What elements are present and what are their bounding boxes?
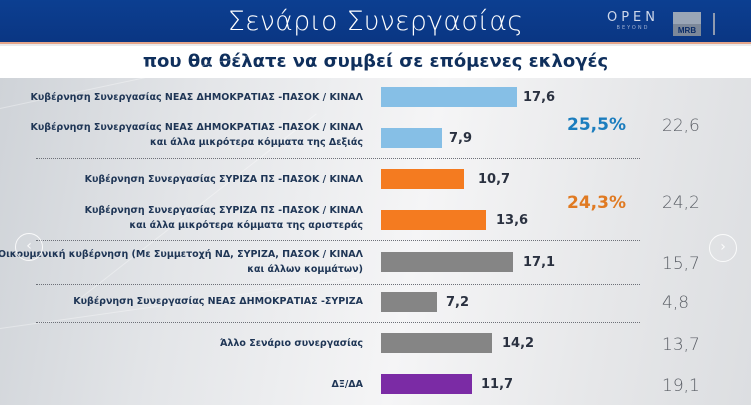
row-label: Κυβέρνηση Συνεργασίας ΝΕΑΣ ΔΗΜΟΚΡΑΤΙΑΣ -… bbox=[73, 294, 363, 309]
logo-divider bbox=[713, 13, 715, 35]
row-label-line: Οικουμενική κυβέρνηση (Με Συμμετοχή ΝΔ, … bbox=[0, 249, 363, 260]
mrb-logo: MRB bbox=[673, 12, 701, 36]
bar-syriza-pasok-left bbox=[381, 210, 486, 230]
open-logo: OPEN BEYOND bbox=[603, 11, 663, 32]
mrb-logo-text: MRB bbox=[677, 26, 697, 35]
open-logo-subtext: BEYOND bbox=[616, 25, 650, 31]
row-label-line: και άλλα μικρότερα κόμματα της Δεξιάς bbox=[150, 137, 363, 148]
bar-nd-pasok bbox=[381, 87, 517, 107]
previous-slide-button[interactable]: ‹ bbox=[15, 233, 43, 261]
row-label-line: Κυβέρνηση Συνεργασίας ΝΕΑΣ ΔΗΜΟΚΡΑΤΙΑΣ -… bbox=[73, 296, 363, 307]
row-label-line: Κυβέρνηση Συνεργασίας ΣΥΡΙΖΑ ΠΣ -ΠΑΣΟΚ /… bbox=[84, 174, 363, 185]
bar-value: 13,6 bbox=[496, 213, 529, 228]
open-logo-text: OPEN bbox=[606, 10, 659, 25]
row-label: Κυβέρνηση Συνεργασίας ΝΕΑΣ ΔΗΜΟΚΡΑΤΙΑΣ -… bbox=[31, 90, 363, 105]
bar-syriza-pasok bbox=[381, 169, 464, 189]
row-label: Οικουμενική κυβέρνηση (Με Συμμετοχή ΝΔ, … bbox=[0, 247, 363, 277]
row-label: Κυβέρνηση Συνεργασίας ΣΥΡΙΖΑ ΠΣ -ΠΑΣΟΚ /… bbox=[85, 172, 363, 187]
row-label-line: Κυβέρνηση Συνεργασίας ΝΕΑΣ ΔΗΜΟΚΡΑΤΙΑΣ -… bbox=[30, 122, 363, 133]
group-total-syriza: 24,3% bbox=[567, 193, 626, 213]
row-separator bbox=[36, 322, 640, 323]
bar-value: 11,7 bbox=[481, 377, 514, 392]
bar-ecumenical bbox=[381, 252, 513, 272]
row-separator bbox=[36, 284, 640, 285]
row-label: Άλλο Σενάριο συνεργασίας bbox=[220, 336, 363, 351]
previous-value: 22,6 bbox=[662, 116, 700, 136]
chevron-right-icon: › bbox=[720, 239, 726, 255]
bar-value: 7,2 bbox=[446, 295, 470, 310]
page-title: Σενάριο Συνεργασίας bbox=[227, 6, 524, 37]
row-label-line: Κυβέρνηση Συνεργασίας ΣΥΡΙΖΑ ΠΣ -ΠΑΣΟΚ /… bbox=[84, 205, 363, 216]
row-separator bbox=[36, 158, 640, 159]
bar-value: 14,2 bbox=[502, 336, 535, 351]
header-bar: Σενάριο Συνεργασίας OPEN BEYOND MRB bbox=[0, 0, 751, 44]
row-separator bbox=[36, 240, 640, 241]
row-label-line: ΔΞ/ΔΑ bbox=[331, 379, 363, 390]
bar-value: 17,6 bbox=[523, 90, 556, 105]
row-label: Κυβέρνηση Συνεργασίας ΣΥΡΙΖΑ ΠΣ -ΠΑΣΟΚ /… bbox=[85, 203, 363, 233]
row-label-line: και άλλων κομμάτων) bbox=[247, 264, 363, 275]
bar-other-scenario bbox=[381, 333, 492, 353]
previous-value: 19,1 bbox=[662, 376, 700, 396]
previous-value: 13,7 bbox=[662, 335, 700, 355]
subtitle-band: που θα θέλατε να συμβεί σε επόμενες εκλο… bbox=[0, 46, 751, 78]
row-label: Κυβέρνηση Συνεργασίας ΝΕΑΣ ΔΗΜΟΚΡΑΤΙΑΣ -… bbox=[31, 120, 363, 150]
chevron-left-icon: ‹ bbox=[26, 238, 32, 254]
bar-dont-know bbox=[381, 374, 472, 394]
bar-value: 10,7 bbox=[478, 172, 511, 187]
previous-value: 4,8 bbox=[662, 293, 690, 313]
bar-nd-pasok-right bbox=[381, 128, 442, 148]
bar-nd-syriza bbox=[381, 292, 437, 312]
next-slide-button[interactable]: › bbox=[709, 234, 737, 262]
bar-value: 7,9 bbox=[449, 131, 473, 146]
row-label: ΔΞ/ΔΑ bbox=[331, 377, 363, 392]
row-label-line: και άλλα μικρότερα κόμματα της αριστεράς bbox=[129, 220, 363, 231]
row-label-line: Άλλο Σενάριο συνεργασίας bbox=[219, 338, 363, 349]
previous-value: 24,2 bbox=[662, 193, 700, 213]
chart-subtitle: που θα θέλατε να συμβεί σε επόμενες εκλο… bbox=[142, 51, 609, 72]
bar-value: 17,1 bbox=[523, 255, 556, 270]
group-total-nd: 25,5% bbox=[567, 115, 626, 135]
chart-area bbox=[0, 53, 751, 405]
row-label-line: Κυβέρνηση Συνεργασίας ΝΕΑΣ ΔΗΜΟΚΡΑΤΙΑΣ -… bbox=[30, 92, 363, 103]
previous-value: 15,7 bbox=[662, 254, 700, 274]
